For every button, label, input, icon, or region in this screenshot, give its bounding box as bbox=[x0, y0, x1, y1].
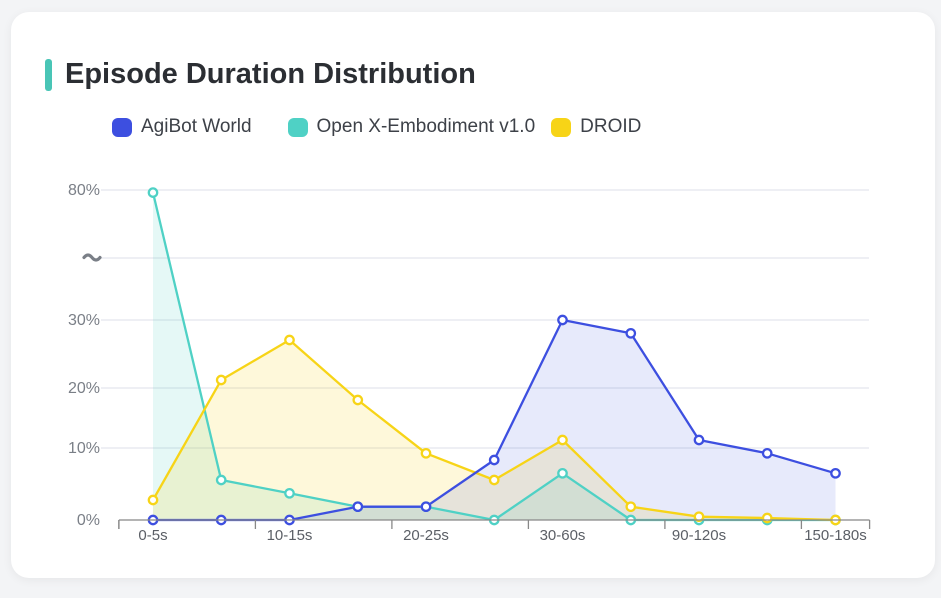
svg-text:10-15s: 10-15s bbox=[267, 527, 313, 544]
svg-text:0%: 0% bbox=[77, 512, 100, 529]
svg-text:90-120s: 90-120s bbox=[672, 527, 726, 544]
svg-text:30%: 30% bbox=[68, 312, 100, 329]
svg-text:10%: 10% bbox=[68, 440, 100, 457]
svg-text:20-25s: 20-25s bbox=[403, 527, 449, 544]
svg-text:150-180s: 150-180s bbox=[804, 527, 867, 544]
svg-text:30-60s: 30-60s bbox=[540, 527, 586, 544]
svg-text:80%: 80% bbox=[68, 182, 100, 199]
svg-text:0-5s: 0-5s bbox=[138, 527, 167, 544]
svg-text:20%: 20% bbox=[68, 380, 100, 397]
